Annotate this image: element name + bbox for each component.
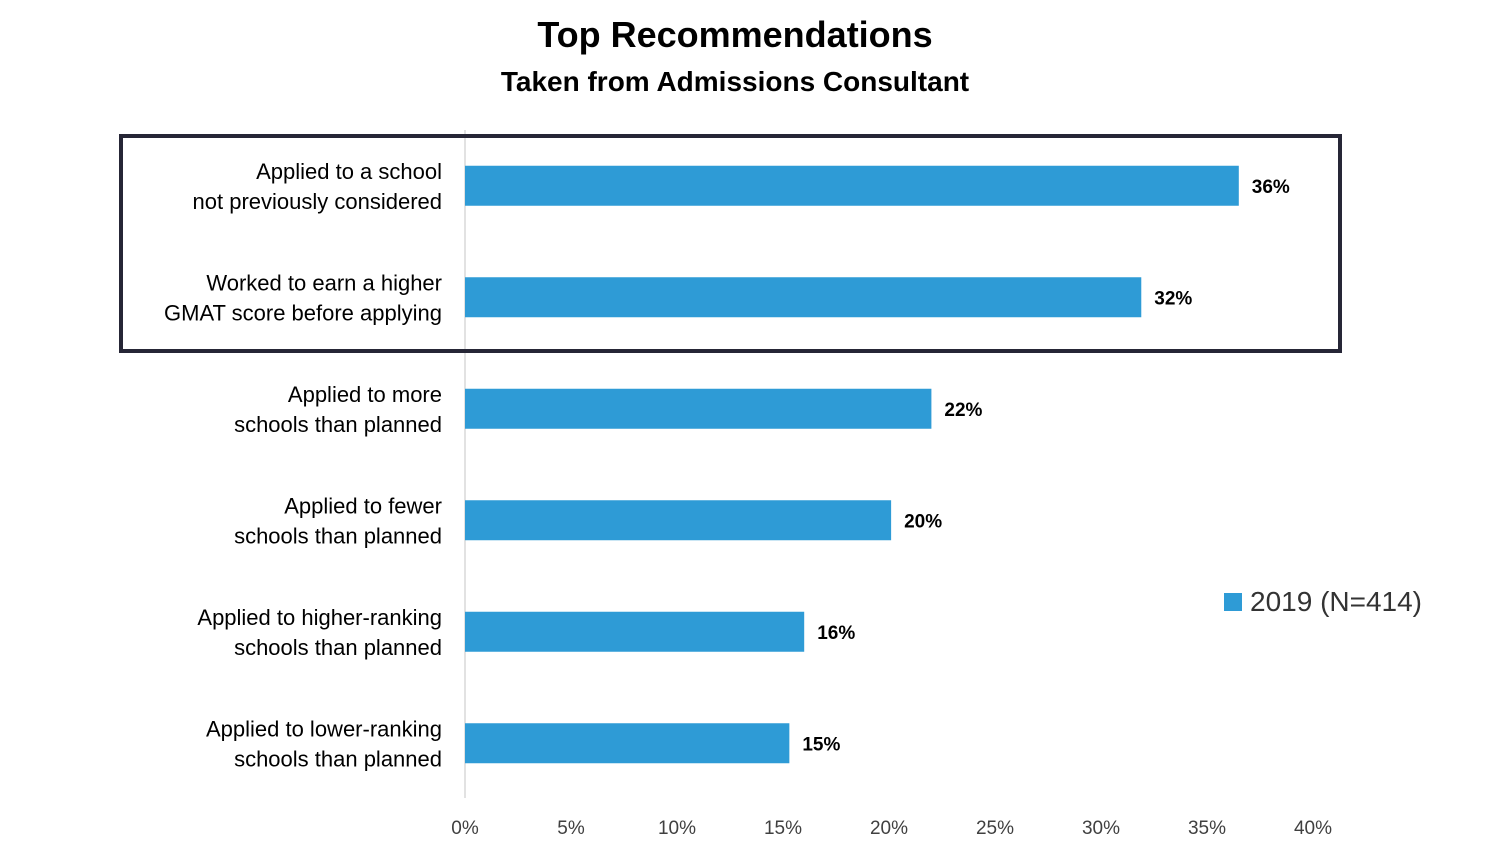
- x-tick-label: 15%: [764, 818, 802, 839]
- bar: [465, 277, 1142, 318]
- category-label: Applied to more schools than planned: [234, 382, 442, 437]
- data-label: 32%: [1154, 288, 1192, 309]
- x-tick-label: 30%: [1082, 818, 1120, 839]
- category-label: Worked to earn a higher GMAT score before…: [164, 270, 442, 325]
- bar: [465, 165, 1239, 206]
- data-label: 16%: [817, 623, 855, 644]
- legend-swatch: [1224, 593, 1242, 611]
- category-label: Applied to higher-ranking schools than pl…: [197, 605, 442, 660]
- x-tick-label: 5%: [557, 818, 585, 839]
- bar: [465, 723, 790, 764]
- x-tick-label: 25%: [976, 818, 1014, 839]
- x-tick-label: 0%: [451, 818, 479, 839]
- chart-subtitle: Taken from Admissions Consultant: [500, 66, 970, 97]
- data-label: 36%: [1252, 177, 1290, 198]
- category-label: Applied to fewer schools than planned: [234, 493, 442, 548]
- bar: [465, 611, 805, 652]
- x-tick-label: 20%: [870, 818, 908, 839]
- legend: 2019 (N=414): [1224, 586, 1422, 618]
- data-label: 15%: [802, 734, 840, 755]
- bar: [465, 388, 932, 429]
- x-tick-label: 35%: [1188, 818, 1226, 839]
- data-label: 22%: [944, 400, 982, 421]
- bar: [465, 500, 892, 541]
- x-tick-label: 10%: [658, 818, 696, 839]
- x-tick-label: 40%: [1294, 818, 1332, 839]
- highlight-box: [119, 134, 1342, 353]
- legend-label: 2019 (N=414): [1250, 586, 1423, 617]
- category-label: Applied to a school not previously consid…: [193, 159, 442, 214]
- data-label: 20%: [904, 511, 942, 532]
- chart-title: Top Recommendations: [537, 14, 933, 55]
- category-label: Applied to lower-ranking schools than pla…: [206, 716, 442, 771]
